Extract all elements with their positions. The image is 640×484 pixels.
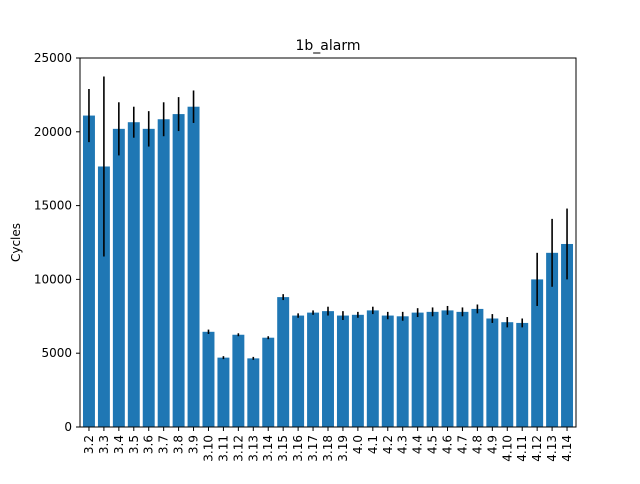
bar [82, 115, 95, 427]
x-tick-label: 3.10 [201, 435, 215, 462]
bar [142, 128, 155, 427]
bar [112, 128, 125, 427]
x-tick-label: 3.19 [336, 435, 350, 462]
y-tick-label: 0 [64, 420, 72, 434]
y-tick-label: 15000 [34, 199, 72, 213]
x-tick-label: 4.9 [485, 435, 499, 454]
bar [232, 334, 245, 427]
bar [561, 243, 574, 427]
bar [501, 322, 514, 427]
x-tick-label: 4.6 [441, 435, 455, 454]
y-tick-label: 10000 [34, 272, 72, 286]
x-tick-label: 3.2 [82, 435, 96, 454]
x-tick-label: 4.13 [545, 435, 559, 462]
bar [381, 315, 394, 427]
bar [217, 357, 230, 427]
chart-title: 1b_alarm [296, 38, 361, 54]
x-tick-label: 4.5 [426, 435, 440, 454]
x-tick-label: 3.8 [172, 435, 186, 454]
x-tick-label: 3.18 [321, 435, 335, 462]
x-tick-label: 3.5 [127, 435, 141, 454]
x-tick-label: 4.12 [530, 435, 544, 462]
bar [187, 106, 200, 428]
y-axis-ticks: 0 5000 10000 15000 20000 25000 [34, 51, 80, 434]
bar [277, 297, 290, 427]
x-tick-label: 4.10 [500, 435, 514, 462]
bar [172, 114, 185, 427]
x-tick-label: 4.2 [381, 435, 395, 454]
bar [411, 312, 424, 427]
bar [322, 311, 334, 427]
bar [516, 322, 529, 427]
bar [262, 337, 275, 427]
x-tick-label: 3.17 [306, 435, 320, 462]
bar [307, 312, 320, 427]
bar [486, 318, 499, 427]
bar [97, 166, 110, 428]
x-axis-ticks: 3.2 3.3 3.4 3.5 3.6 3.7 3.8 3.9 3.10 3.11 3.12 3.13… [82, 427, 574, 462]
x-tick-label: 4.14 [560, 435, 574, 462]
bar [127, 122, 140, 428]
x-tick-label: 3.15 [276, 435, 290, 462]
bar [396, 316, 409, 427]
x-tick-label: 4.8 [470, 435, 484, 454]
y-tick-label: 5000 [41, 346, 72, 360]
x-tick-label: 3.6 [142, 435, 156, 454]
x-tick-label: 3.16 [291, 435, 305, 462]
x-tick-label: 4.1 [366, 435, 380, 454]
bar [366, 310, 379, 427]
bar [292, 315, 305, 427]
x-tick-label: 4.7 [455, 435, 469, 454]
bar [202, 331, 215, 427]
bars-layer [82, 106, 574, 428]
bar [336, 315, 349, 427]
bar [247, 358, 260, 427]
bar [456, 311, 469, 427]
x-tick-label: 4.3 [396, 435, 410, 454]
x-tick-label: 3.4 [112, 435, 126, 454]
x-tick-label: 4.4 [411, 435, 425, 454]
y-tick-label: 25000 [34, 51, 72, 65]
bar [157, 119, 170, 427]
bar [351, 314, 364, 427]
x-tick-label: 3.11 [216, 435, 230, 462]
bar [531, 279, 544, 427]
x-tick-label: 3.7 [157, 435, 171, 454]
x-tick-label: 3.3 [97, 435, 111, 454]
x-tick-label: 3.13 [246, 435, 260, 462]
x-tick-label: 4.11 [515, 435, 529, 462]
bar [471, 308, 484, 427]
x-tick-label: 3.12 [231, 435, 245, 462]
y-tick-label: 20000 [34, 125, 72, 139]
x-tick-label: 3.9 [187, 435, 201, 454]
y-axis-label: Cycles [9, 223, 23, 262]
error-bars-layer [88, 76, 568, 360]
bar [426, 311, 439, 427]
bar [441, 310, 454, 427]
bar [546, 252, 559, 427]
x-tick-label: 3.14 [261, 435, 275, 462]
x-tick-label: 4.0 [351, 435, 365, 454]
